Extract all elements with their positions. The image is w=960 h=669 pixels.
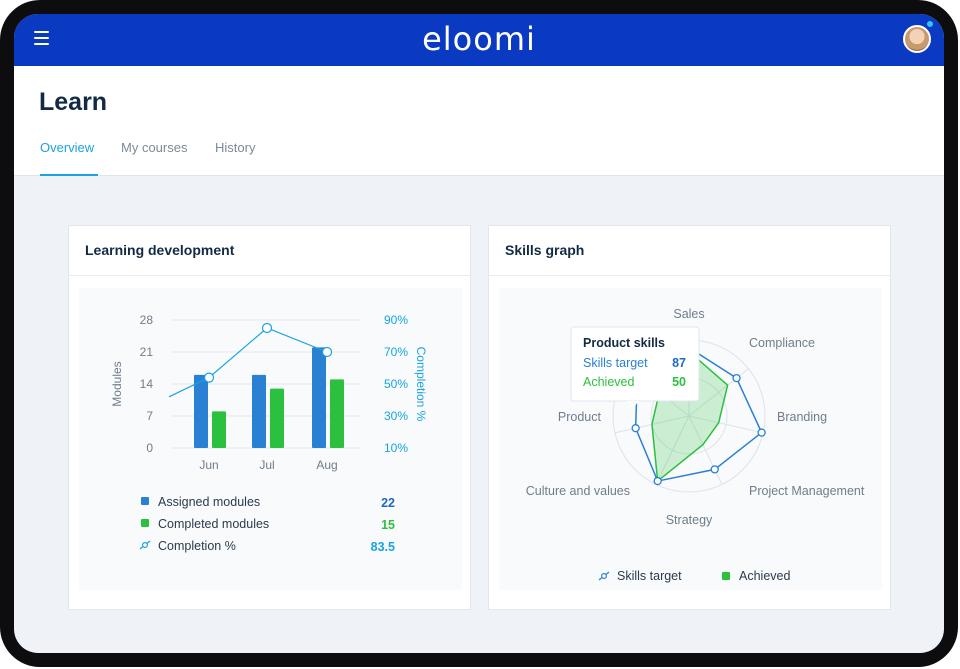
legend-label: Skills target <box>617 569 682 583</box>
y2-tick-label: 70% <box>384 345 408 359</box>
x-tick-label: Jun <box>199 458 218 472</box>
user-avatar[interactable] <box>903 25 931 53</box>
radar-axis-label: Strategy <box>666 513 713 527</box>
active-tab-indicator <box>40 174 98 176</box>
y2-axis-label: Completion % <box>414 347 428 422</box>
menu-icon[interactable] <box>34 31 49 45</box>
tooltip-pointer <box>627 401 639 408</box>
skills-target-point <box>710 465 719 474</box>
legend-label: Assigned modules <box>158 495 260 509</box>
skills-target-point <box>631 424 640 433</box>
tooltip-title: Product skills <box>583 336 665 350</box>
divider <box>489 275 890 276</box>
bar-assigned-aug <box>312 347 326 448</box>
legend-swatch <box>141 519 149 527</box>
completion-point <box>203 372 215 383</box>
y-tick-label: 28 <box>140 313 154 327</box>
y2-tick-label: 50% <box>384 377 408 391</box>
y2-tick-label: 30% <box>384 409 408 423</box>
skills-target-point <box>757 428 766 437</box>
bar-assigned-jun <box>194 374 208 448</box>
legend-value: 83.5 <box>371 540 395 554</box>
bar-assigned-jul <box>252 374 266 448</box>
y2-tick-label: 90% <box>384 313 408 327</box>
skills-graph-card: Skills graph Sales Compliance Branding Proj… <box>488 225 891 610</box>
y-tick-label: 7 <box>146 409 153 423</box>
y-axis-label: Modules <box>110 361 124 406</box>
tooltip-target-value: 87 <box>672 356 686 370</box>
top-bar: eloomi <box>14 14 944 66</box>
legend-value: 15 <box>381 518 395 532</box>
card-title: Skills graph <box>505 242 585 258</box>
tooltip-achieved-value: 50 <box>672 375 686 389</box>
bar-completed-aug <box>330 379 344 448</box>
y-tick-label: 0 <box>146 441 153 455</box>
tab-my-courses[interactable]: My courses <box>121 140 188 155</box>
tooltip-achieved-label: Achieved <box>583 375 634 389</box>
y-tick-label: 21 <box>140 345 154 359</box>
completion-point <box>321 346 333 358</box>
legend-label: Completion % <box>158 539 236 553</box>
y2-tick-label: 10% <box>384 441 408 455</box>
radar-axis-label: Project Management <box>749 484 865 498</box>
legend-line-marker <box>600 573 607 580</box>
radar-axis-label: Sales <box>673 307 704 321</box>
completion-line <box>168 327 328 398</box>
skills-tooltip: Product skills Skills target 87 Achieved 50 <box>570 326 700 408</box>
skills-target-point <box>732 373 741 383</box>
bar-completed-jun <box>212 411 226 448</box>
y-tick-label: 14 <box>140 377 154 391</box>
x-tick-label: Aug <box>316 458 337 472</box>
tab-overview[interactable]: Overview <box>40 140 95 155</box>
page-header: Learn Overview My courses History <box>14 66 944 176</box>
radar-spoke <box>688 415 764 434</box>
card-body: Sales Compliance Branding Project Managemen… <box>499 288 882 590</box>
brand-logo: eloomi <box>422 20 536 58</box>
tooltip-target-label: Skills target <box>583 356 648 370</box>
completion-point <box>261 322 273 334</box>
tab-history[interactable]: History <box>215 140 256 155</box>
legend-line-marker <box>141 542 148 549</box>
page-title: Learn <box>39 88 108 116</box>
legend-swatch <box>722 572 730 580</box>
app-screen: eloomi Learn Overview My courses History… <box>14 14 944 653</box>
x-tick-label: Jul <box>259 458 274 472</box>
divider <box>69 275 470 276</box>
skills-target-point <box>653 476 662 486</box>
bar-completed-jul <box>270 388 284 448</box>
radar-axis-label: Compliance <box>749 336 815 350</box>
notification-dot <box>926 20 934 28</box>
skills-radar-chart: Sales Compliance Branding Project Managemen… <box>526 307 865 583</box>
legend-label: Completed modules <box>158 517 269 531</box>
radar-axis-label: Product <box>558 410 602 424</box>
learning-chart: 0 7 14 21 28 10% 30% 50% 70% 90% Modules Completion… <box>110 313 428 554</box>
learning-development-card: Learning development 0 7 14 21 28 10% 30% 50% 70… <box>68 225 471 610</box>
radar-axis-label: Culture and values <box>526 484 630 498</box>
radar-spoke <box>655 415 690 485</box>
legend-label: Achieved <box>739 569 790 583</box>
radar-axis-label: Branding <box>777 410 827 424</box>
card-body: 0 7 14 21 28 10% 30% 50% 70% 90% Modules Completion… <box>79 288 462 590</box>
legend-swatch <box>141 497 149 505</box>
legend-value: 22 <box>381 496 395 510</box>
card-title: Learning development <box>85 242 235 258</box>
